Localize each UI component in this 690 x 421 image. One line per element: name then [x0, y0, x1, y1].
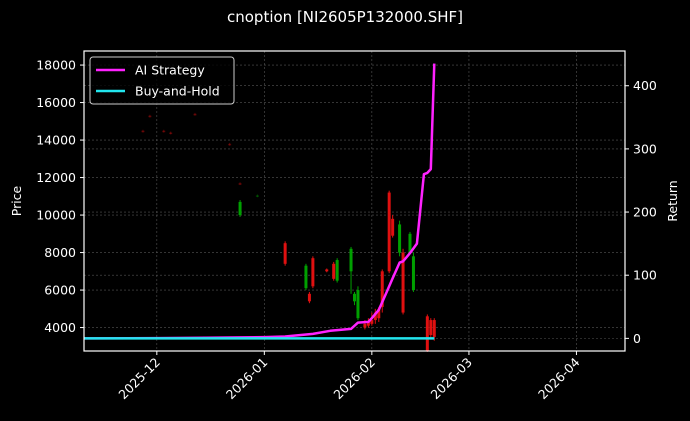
return-lines — [83, 63, 436, 340]
candle — [193, 113, 197, 116]
legend-label: Buy-and-Hold — [135, 84, 220, 99]
candle — [429, 320, 433, 336]
candle — [391, 218, 395, 236]
candle — [255, 195, 259, 197]
ai-strategy-line — [83, 63, 436, 340]
candle — [332, 263, 336, 279]
candle — [373, 312, 377, 321]
y-tick-label: 14000 — [36, 133, 76, 148]
legend: AI Strategy Buy-and-Hold — [89, 56, 235, 105]
candle — [398, 224, 402, 253]
x-tick-label: 2026-03 — [428, 355, 476, 403]
candlesticks — [141, 112, 436, 352]
legend-box — [89, 56, 235, 105]
y-tick-label: 4000 — [44, 320, 76, 335]
y2-tick-label: 400 — [633, 78, 657, 93]
candle — [380, 271, 384, 307]
y2-axis-label: Return — [665, 180, 680, 221]
candle — [162, 130, 166, 133]
candle — [366, 321, 370, 326]
candle — [349, 248, 353, 272]
candle — [307, 293, 311, 302]
candle — [148, 115, 152, 118]
candle — [356, 290, 360, 319]
y2-tick-label: 300 — [633, 141, 657, 156]
x-tick-label: 2025-12 — [115, 355, 163, 403]
y-axis-label: Price — [9, 185, 24, 216]
legend-label: AI Strategy — [135, 63, 205, 78]
plot-frame — [83, 50, 626, 352]
candle — [311, 258, 315, 287]
candle — [141, 130, 145, 133]
x-tick-label: 2026-02 — [330, 355, 378, 403]
candle — [325, 269, 329, 272]
candle — [238, 183, 242, 185]
candle — [432, 320, 436, 337]
y2-tick-label: 100 — [633, 268, 657, 283]
candle — [335, 260, 339, 281]
y2-tick-label: 200 — [633, 205, 657, 220]
candle — [283, 243, 287, 264]
y-tick-label: 12000 — [36, 170, 76, 185]
chart-title: cnoption [NI2605P132000.SHF] — [227, 8, 463, 26]
x-tick-label: 2026-04 — [535, 354, 583, 402]
y-tick-label: 6000 — [44, 283, 76, 298]
candle — [408, 233, 412, 253]
candle — [411, 256, 415, 291]
candle — [353, 293, 356, 302]
y-tick-label: 8000 — [44, 245, 76, 260]
y-tick-label: 16000 — [36, 95, 76, 110]
candle — [377, 308, 381, 319]
candle — [228, 143, 232, 146]
axes: 4000 6000 8000 10000 12000 14000 16000 18000 0 10… — [9, 58, 680, 402]
candle — [238, 201, 242, 216]
candle — [363, 323, 367, 328]
candle — [370, 320, 374, 324]
y-tick-label: 18000 — [36, 58, 76, 73]
y2-tick-label: 0 — [633, 331, 641, 346]
candle — [169, 132, 173, 135]
x-tick-label: 2026-01 — [223, 355, 271, 403]
y-tick-label: 10000 — [36, 208, 76, 223]
grid-lines — [84, 51, 625, 351]
candle — [304, 265, 308, 289]
candle — [401, 252, 405, 313]
candle — [425, 316, 429, 351]
candle — [387, 192, 391, 272]
